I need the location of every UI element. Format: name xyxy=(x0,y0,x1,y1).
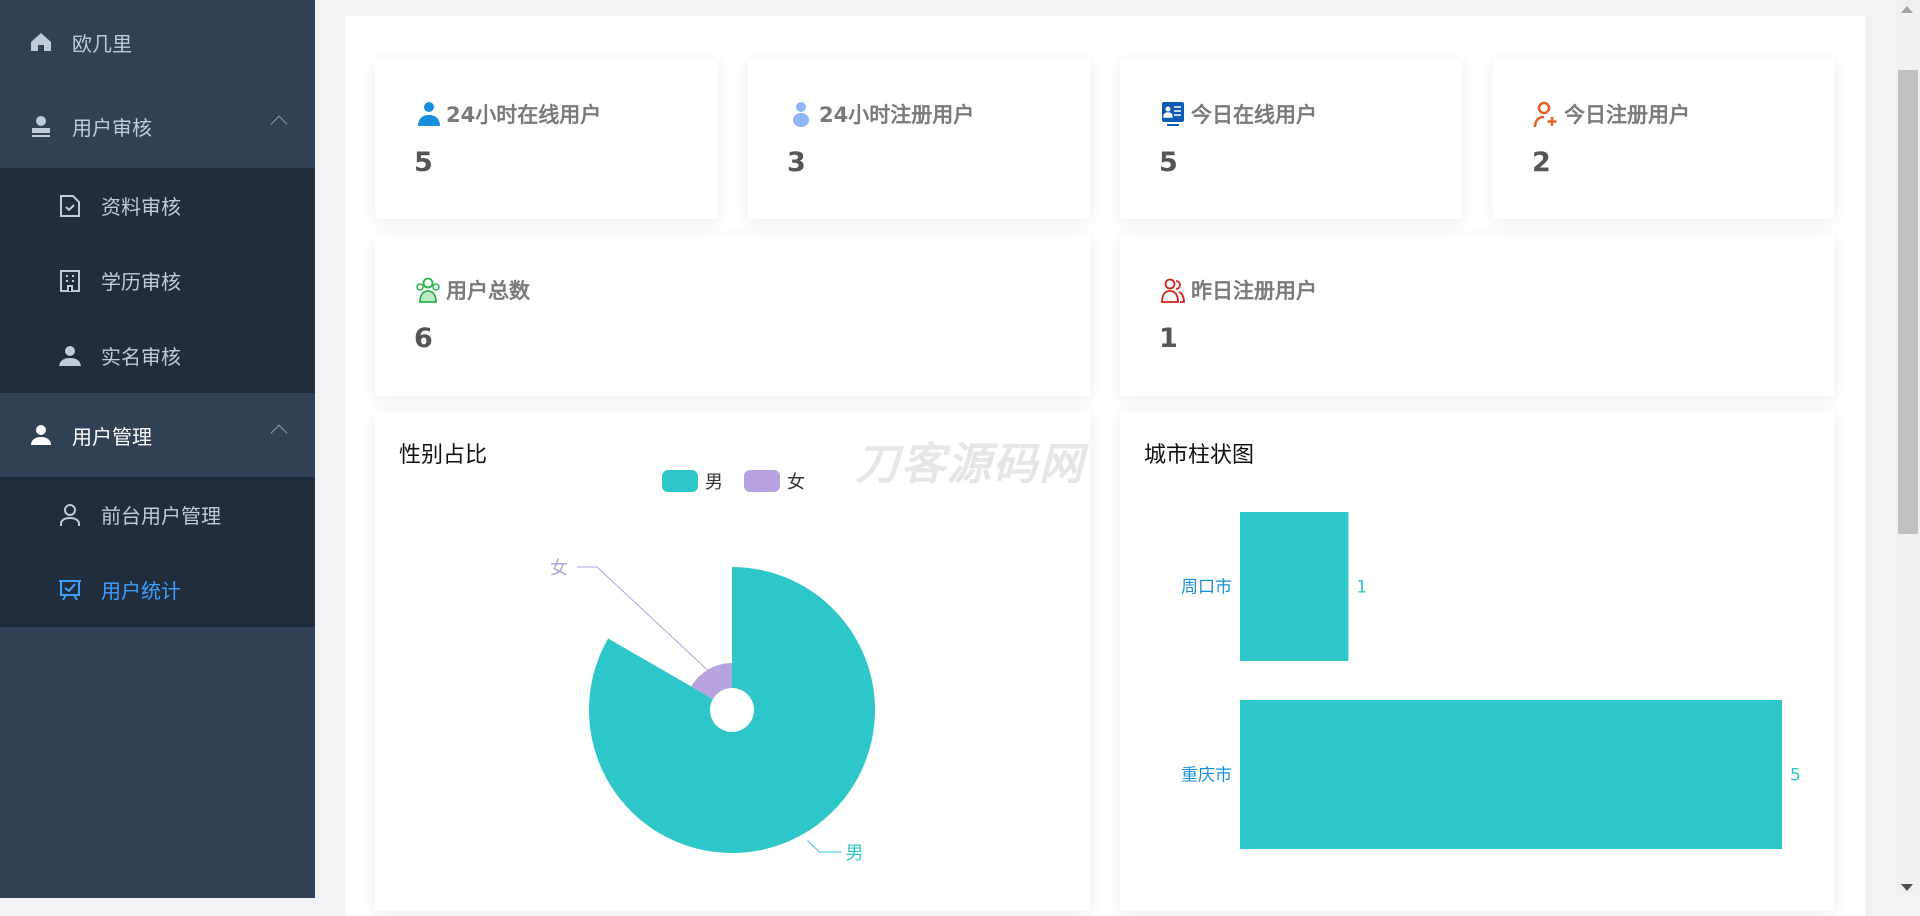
chart-board-icon xyxy=(59,579,81,601)
document-check-icon xyxy=(60,194,80,217)
home-icon xyxy=(31,33,51,51)
slice-label: 女 xyxy=(550,558,568,579)
stat-label-text: 24小时注册用户 xyxy=(819,103,975,127)
users-icon xyxy=(416,277,440,303)
stat-value: 2 xyxy=(1532,147,1551,178)
stat-card: 24小时在线用户 5 xyxy=(375,59,718,219)
chevron-up-icon[interactable] xyxy=(270,424,288,442)
scroll-down-arrow[interactable] xyxy=(1901,884,1913,891)
user-badge-icon xyxy=(59,345,81,366)
stat-label: 今日注册用户 xyxy=(1532,99,1690,129)
pie-slice xyxy=(589,567,875,853)
stat-label: 用户总数 xyxy=(414,275,530,305)
user-online-icon xyxy=(418,102,440,126)
chart-title: 城市柱状图 xyxy=(1144,443,1255,468)
stat-card: 今日注册用户 2 xyxy=(1493,59,1834,219)
city-bar-chart[interactable]: 周口市 1 重庆市 5 xyxy=(1120,411,1834,911)
scrollbar-thumb[interactable] xyxy=(1898,70,1918,534)
legend-swatch xyxy=(662,470,698,492)
watermark: 刀客源码网 xyxy=(855,439,1085,490)
gender-pie-chart[interactable]: 男女男女 xyxy=(375,411,1090,911)
chevron-up-icon[interactable] xyxy=(270,115,288,133)
stat-label: 24小时注册用户 xyxy=(787,99,974,129)
label-line xyxy=(807,840,842,853)
stat-card: 今日在线用户 5 xyxy=(1120,59,1462,219)
label-line xyxy=(577,566,711,674)
sidebar-item-realname-review[interactable]: 实名审核 xyxy=(0,318,315,393)
stat-label: 今日在线用户 xyxy=(1159,99,1317,129)
legend-label: 女 xyxy=(787,472,805,493)
id-card-icon xyxy=(1162,102,1184,126)
value-label: 1 xyxy=(1356,578,1367,598)
stat-label-text: 今日注册用户 xyxy=(1564,103,1690,127)
stat-label-text: 昨日注册用户 xyxy=(1191,279,1317,303)
legend-swatch xyxy=(744,470,780,492)
chart-title: 性别占比 xyxy=(399,443,488,468)
stat-value: 3 xyxy=(787,147,806,178)
users-outline-icon xyxy=(1161,278,1185,303)
stat-value: 5 xyxy=(1159,147,1178,178)
sidebar-item-frontend-users[interactable]: 前台用户管理 xyxy=(0,477,315,552)
stamp-icon xyxy=(32,116,50,137)
pie-slice xyxy=(691,663,732,699)
stat-value: 1 xyxy=(1159,323,1178,354)
user-icon xyxy=(31,425,51,445)
sidebar-item-user-statistics[interactable]: 用户统计 xyxy=(0,552,315,627)
stat-label: 昨日注册用户 xyxy=(1159,275,1317,305)
stat-card: 用户总数 6 xyxy=(375,235,1090,396)
value-label: 5 xyxy=(1790,766,1801,786)
stat-label-text: 用户总数 xyxy=(446,279,530,303)
stat-card: 昨日注册用户 1 xyxy=(1120,235,1834,396)
sidebar-item-home[interactable]: 欧几里 xyxy=(0,0,315,84)
sidebar-item-education-review[interactable]: 学历审核 xyxy=(0,243,315,318)
sidebar-item-profile-review[interactable]: 资料审核 xyxy=(0,168,315,243)
stat-label-text: 今日在线用户 xyxy=(1191,103,1317,127)
slice-label: 男 xyxy=(846,843,864,864)
gender-chart-card: 性别占比 男女男女 xyxy=(375,411,1090,911)
city-chart-card: 城市柱状图 周口市 1 重庆市 5 xyxy=(1120,411,1834,911)
sidebar-group-user-management[interactable]: 用户管理 xyxy=(0,393,315,477)
sidebar: 欧几里 用户审核 资料审核 学历审核 实名审核 用户管理 前台用户管理 用户统计 xyxy=(0,0,315,898)
stat-value: 6 xyxy=(414,323,433,354)
category-label: 重庆市 xyxy=(1181,766,1232,786)
legend-label: 男 xyxy=(705,472,723,493)
category-label: 周口市 xyxy=(1181,578,1232,598)
bar xyxy=(1240,512,1349,661)
user-outline-icon xyxy=(60,503,80,526)
stat-card: 24小时注册用户 3 xyxy=(748,59,1090,219)
scroll-up-arrow[interactable] xyxy=(1901,6,1913,13)
stat-label: 24小时在线用户 xyxy=(414,99,601,129)
user-icon xyxy=(793,102,809,127)
building-icon xyxy=(60,269,80,292)
user-add-icon xyxy=(1533,101,1557,128)
sidebar-group-user-review[interactable]: 用户审核 xyxy=(0,84,315,168)
stat-label-text: 24小时在线用户 xyxy=(446,103,602,127)
stat-value: 5 xyxy=(414,147,433,178)
bar xyxy=(1240,700,1782,849)
